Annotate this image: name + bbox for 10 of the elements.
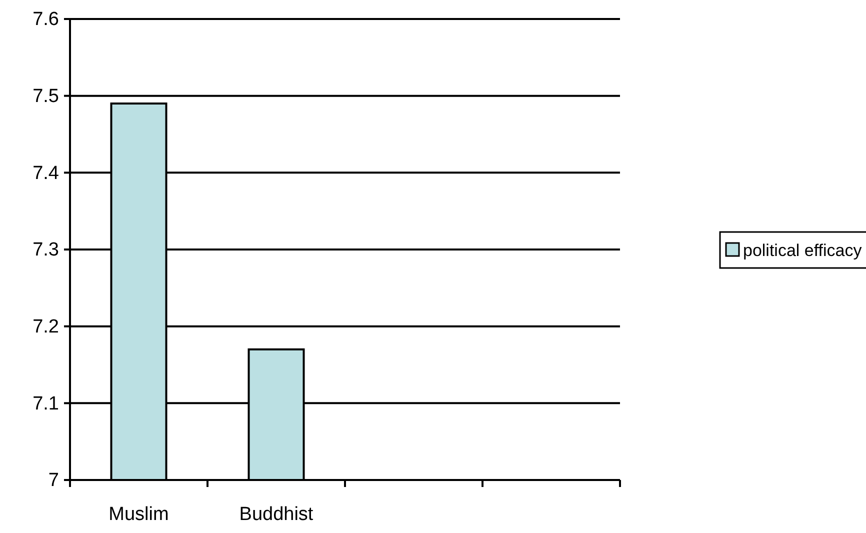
y-tick-label: 7 [48, 470, 59, 492]
y-tick-label: 7.1 [32, 393, 59, 414]
y-tick-label: 7.2 [32, 316, 59, 338]
legend-label: political efficacy [743, 241, 862, 260]
x-tick-label: Buddhist [239, 504, 314, 525]
y-tick-label: 7.4 [32, 162, 60, 184]
y-tick-label: 7.6 [32, 9, 59, 30]
y-tick-label: 7.5 [32, 86, 59, 107]
x-tick-label: Muslim [108, 504, 169, 525]
y-tick-label: 7.3 [32, 240, 59, 261]
